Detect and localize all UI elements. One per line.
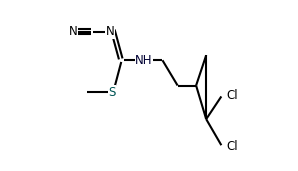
Text: S: S: [108, 86, 116, 99]
Text: Cl: Cl: [226, 89, 238, 102]
Text: N: N: [69, 25, 78, 38]
Text: Cl: Cl: [226, 140, 238, 153]
Text: NH: NH: [135, 54, 153, 67]
Text: N: N: [106, 25, 115, 38]
